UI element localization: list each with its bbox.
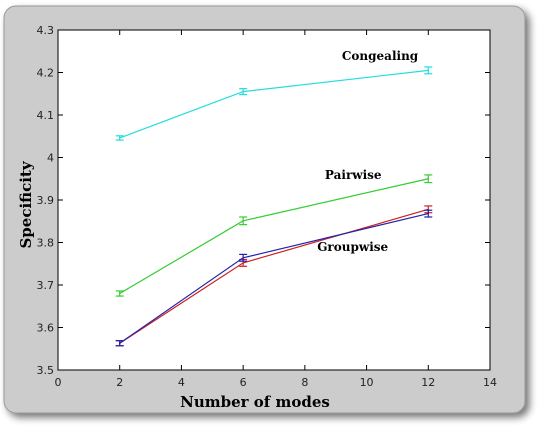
- data-point: [427, 213, 429, 215]
- x-tick-label: 12: [421, 376, 435, 389]
- data-point: [242, 91, 244, 93]
- x-tick-label: 2: [116, 376, 123, 389]
- labels-layer: Congealing Pairwise Groupwise: [317, 49, 419, 254]
- data-point: [427, 178, 429, 180]
- y-axis-title: Specificity: [17, 160, 35, 248]
- data-point: [119, 292, 121, 295]
- data-point: [242, 262, 244, 264]
- y-tick-label: 4.1: [37, 109, 55, 122]
- x-axis-title: Number of modes: [180, 393, 330, 411]
- y-tick-label: 3.9: [37, 194, 55, 207]
- series-label-pairwise: Pairwise: [325, 168, 382, 182]
- x-tick-label: 4: [178, 376, 185, 389]
- data-point: [242, 257, 244, 259]
- series-0: [115, 66, 433, 141]
- y-tick-label: 3.6: [37, 322, 55, 335]
- x-tick-label: 0: [55, 376, 62, 389]
- y-tick-label: 4.3: [37, 24, 55, 37]
- y-tick-label: 4: [47, 152, 54, 165]
- data-point: [119, 137, 121, 139]
- x-tick-label: 8: [301, 376, 308, 389]
- data-point: [119, 342, 121, 344]
- series-layer: [115, 66, 433, 347]
- x-tick-label: 10: [360, 376, 374, 389]
- data-point: [242, 220, 244, 222]
- y-tick-label: 4.2: [37, 67, 55, 80]
- series-label-congealing: Congealing: [342, 49, 419, 63]
- y-tick-label: 3.7: [37, 279, 55, 292]
- x-tick-label: 6: [240, 376, 247, 389]
- data-point: [427, 69, 429, 71]
- series-label-groupwise: Groupwise: [317, 240, 388, 254]
- series-1: [115, 174, 433, 297]
- ticks-layer: 0 2 4 6 8 10 12 14 3.5 3.6 3.7 3.8 3.9 4 4.1 4.2 4.3: [37, 24, 498, 389]
- x-tick-label: 14: [483, 376, 497, 389]
- plot-area: [57, 29, 491, 371]
- series-3: [115, 209, 433, 347]
- y-tick-label: 3.8: [37, 237, 55, 250]
- y-tick-label: 3.5: [37, 364, 55, 377]
- series-2: [115, 205, 433, 347]
